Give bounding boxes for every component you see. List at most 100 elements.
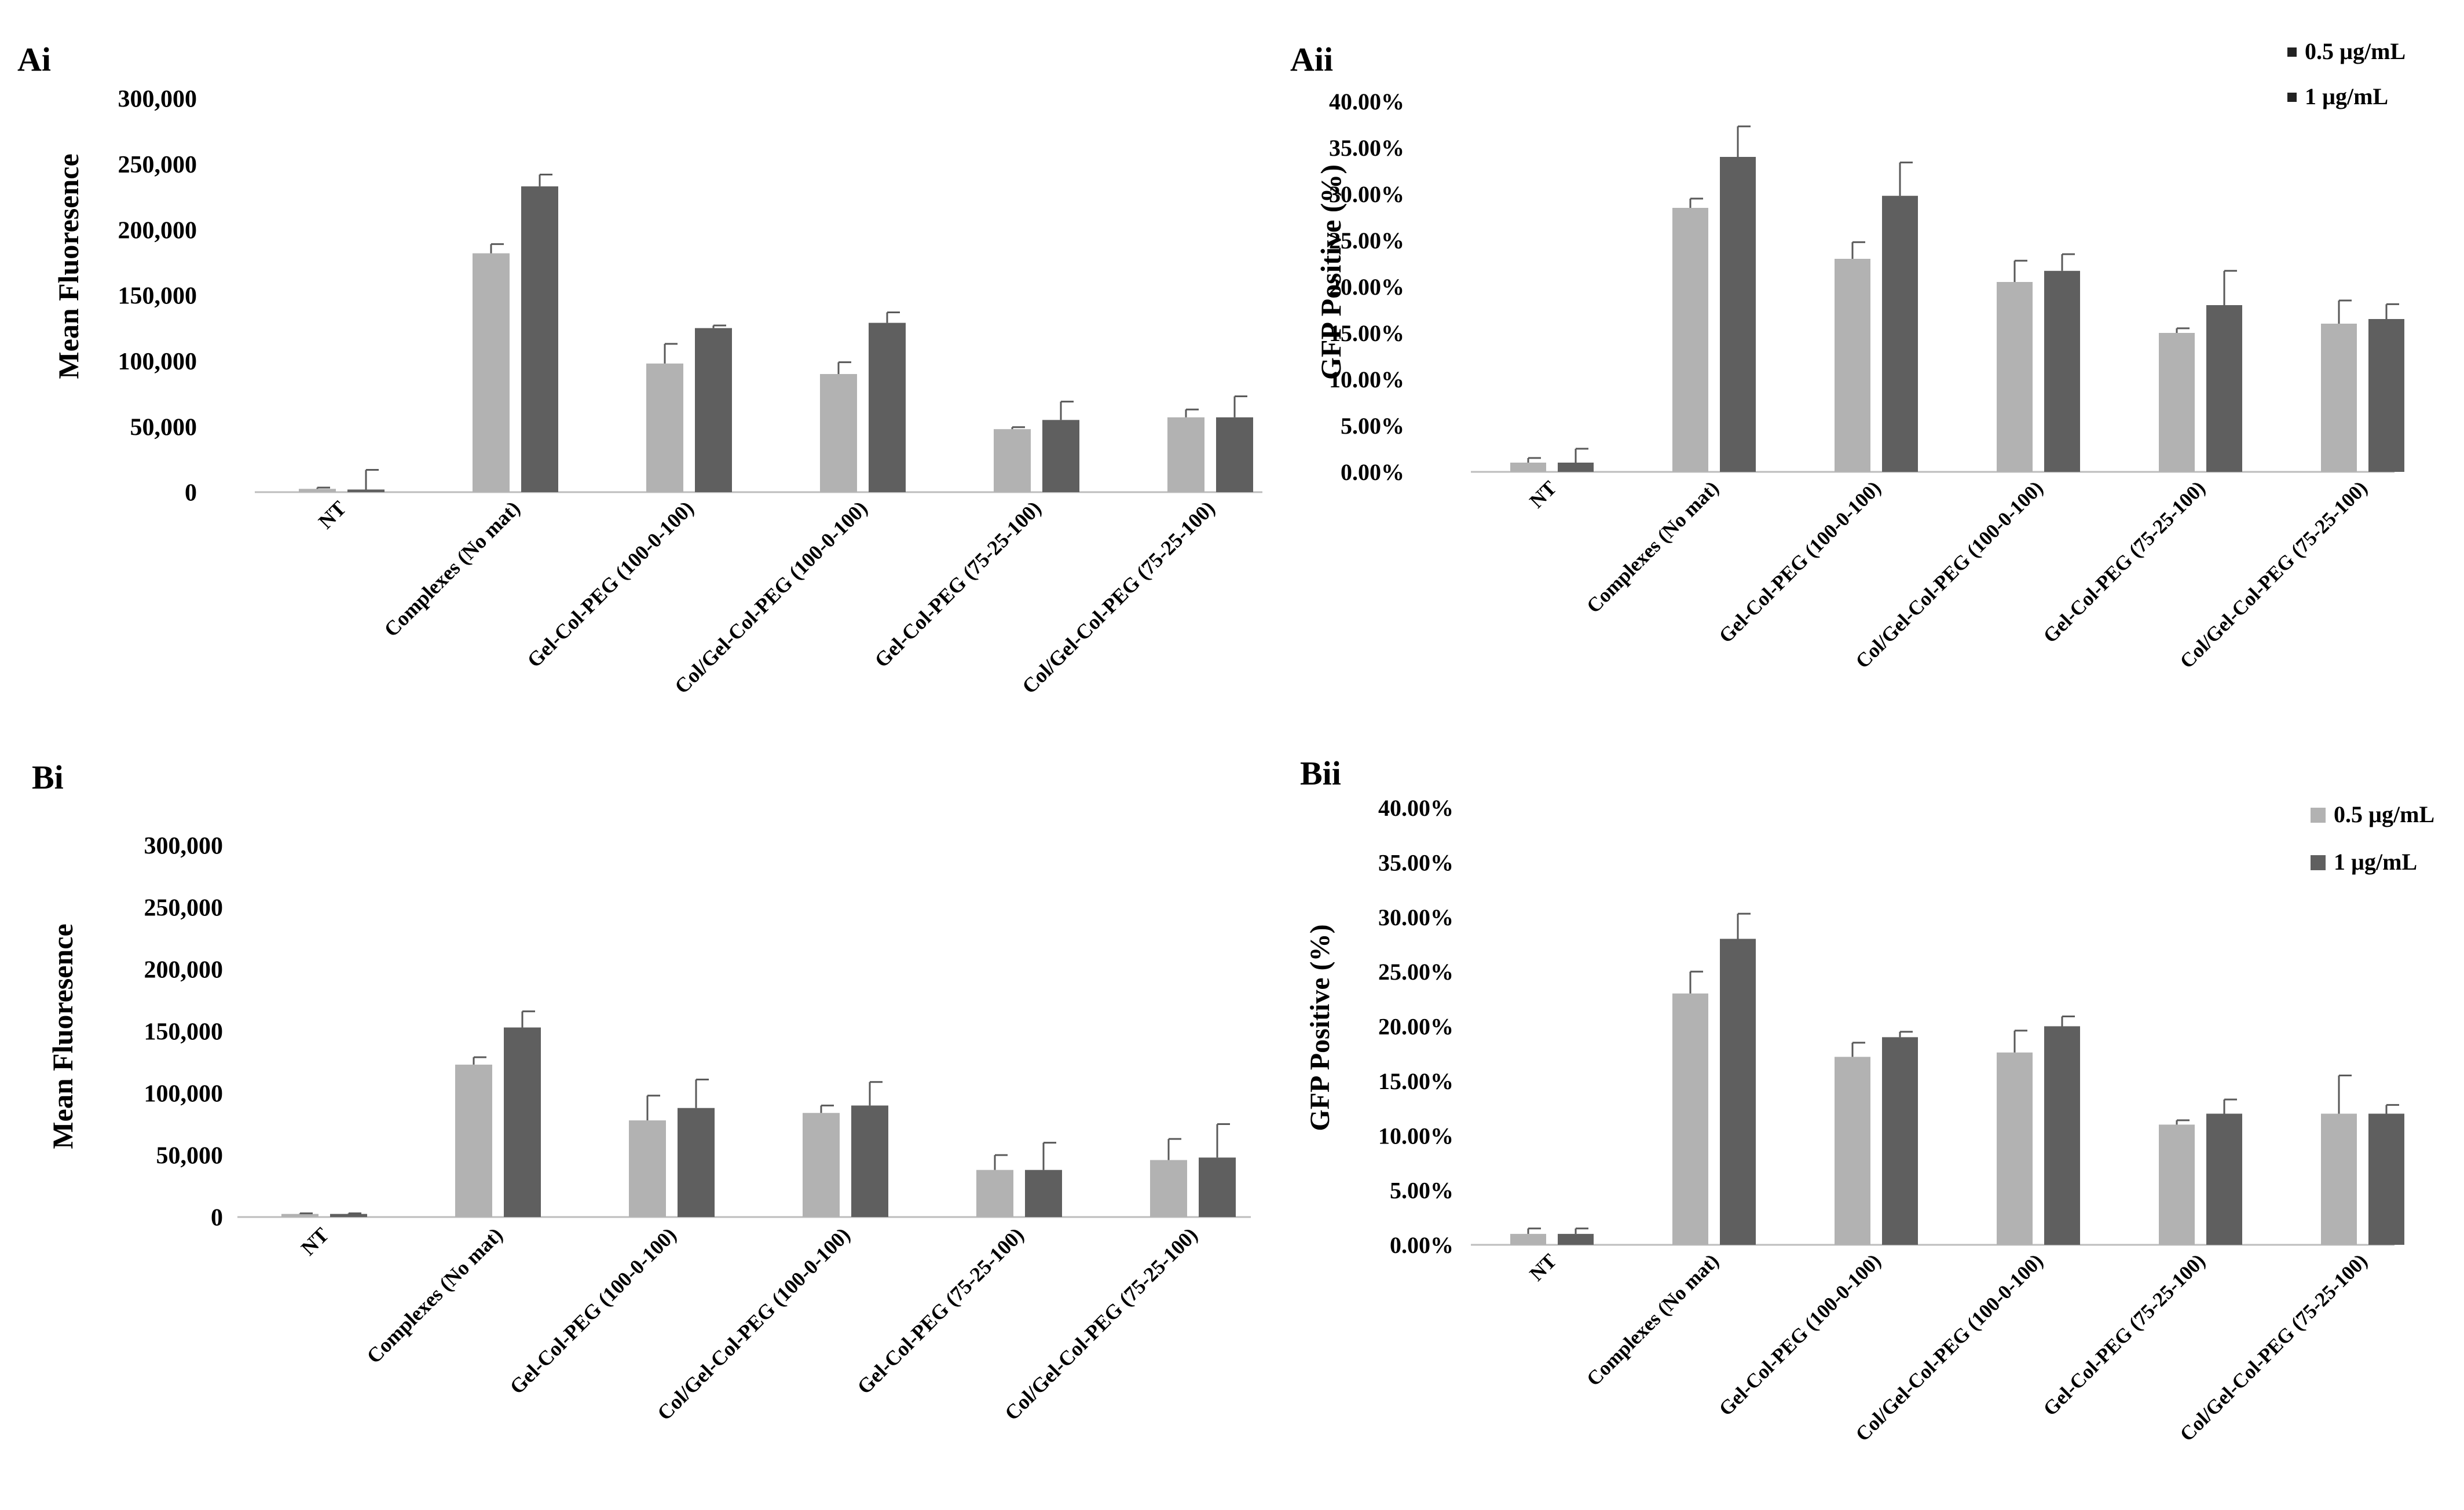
x-tick-label: Gel-Col-PEG (75-25-100) xyxy=(870,496,1045,672)
bar-dark xyxy=(2044,1026,2080,1245)
bar-light xyxy=(2321,1113,2357,1245)
y-axis-title: GFP Positive (%) xyxy=(1305,924,1335,1131)
bar-dark xyxy=(1882,196,1918,472)
legend-label: 0.5 µg/mL xyxy=(2334,801,2434,827)
y-tick-label: 200,000 xyxy=(144,957,224,984)
x-tick-label: Gel-Col-PEG (100-0-100) xyxy=(522,496,698,672)
y-tick-label: 25.00% xyxy=(1378,959,1453,985)
y-tick-label: 100,000 xyxy=(118,349,197,375)
bar-light xyxy=(1672,993,1708,1245)
x-tick-label: NT xyxy=(1525,477,1561,512)
x-tick-label: Complexes (No mat) xyxy=(1582,1249,1723,1390)
y-tick-label: 250,000 xyxy=(144,895,224,922)
chart-panel-aii: Aii GFP Positive (%) 0.00% 5.00% 10.00% 15.00… xyxy=(1290,38,2406,673)
x-tick-label: Col/Gel-Col-PEG (100-0-100) xyxy=(670,496,872,698)
bar-dark xyxy=(1042,420,1079,492)
y-tick-label: 200,000 xyxy=(118,217,197,244)
bar-dark xyxy=(869,322,906,492)
bar-dark xyxy=(1882,1037,1918,1245)
legend-label: 1 µg/mL xyxy=(2305,83,2388,109)
bar-dark xyxy=(2368,319,2404,472)
y-tick-label: 0 xyxy=(185,480,197,507)
legend-label: 0.5 µg/mL xyxy=(2305,38,2406,64)
y-axis-title: GFP Positive (%) xyxy=(1315,164,1347,380)
y-tick-label: 5.00% xyxy=(1341,413,1404,439)
bar-dark xyxy=(521,186,558,492)
y-tick-label: 150,000 xyxy=(118,283,197,310)
x-tick-label: Gel-Col-PEG (100-0-100) xyxy=(505,1223,680,1398)
x-tick-label: Complexes (No mat) xyxy=(379,496,524,641)
bar-dark xyxy=(851,1105,888,1217)
y-tick-label: 0.00% xyxy=(1341,459,1404,485)
legend-swatch xyxy=(2287,47,2297,57)
bar-light xyxy=(473,253,510,492)
bar-light xyxy=(1997,1052,2033,1245)
bar-dark xyxy=(1199,1157,1236,1217)
x-tick-label: NT xyxy=(296,1223,334,1260)
y-tick-label: 10.00% xyxy=(1378,1123,1453,1149)
bar-dark xyxy=(2368,1113,2404,1245)
y-tick-label: 0 xyxy=(211,1205,223,1232)
bar-light xyxy=(299,489,336,492)
x-tick-label: NT xyxy=(1525,1249,1561,1285)
bar-light xyxy=(1835,259,1870,472)
y-tick-label: 30.00% xyxy=(1329,181,1404,207)
y-tick-label: 50,000 xyxy=(156,1143,224,1170)
bar-light xyxy=(281,1214,318,1217)
legend-swatch xyxy=(2311,808,2326,823)
bar-light xyxy=(820,374,857,492)
x-tick-label: Col/Gel-Col-PEG (100-0-100) xyxy=(1851,1249,2048,1446)
bar-dark xyxy=(2206,1113,2242,1245)
x-tick-label: Col/Gel-Col-PEG (100-0-100) xyxy=(1851,477,2048,673)
bar-light xyxy=(1997,282,2033,472)
y-tick-label: 250,000 xyxy=(118,152,197,178)
bar-dark xyxy=(2206,305,2242,472)
y-tick-label: 30.00% xyxy=(1378,904,1453,930)
y-tick-label: 300,000 xyxy=(118,86,197,113)
chart-panel-bi: Bi Mean Fluoresence 0 50,000 100,000 150,000 2… xyxy=(32,758,1251,1425)
x-tick-label: Col/Gel-Col-PEG (75-25-100) xyxy=(2176,1249,2372,1446)
bar-dark xyxy=(1720,157,1756,472)
y-tick-label: 15.00% xyxy=(1378,1068,1453,1094)
legend-swatch xyxy=(2311,855,2326,870)
bar-dark xyxy=(678,1108,715,1217)
bar-light xyxy=(1672,208,1708,472)
chart-panel-ai: Ai Mean Fluoresence 0 50,000 100,000 150,000 2… xyxy=(17,41,1262,698)
x-tick-label: Col/Gel-Col-PEG (75-25-100) xyxy=(1000,1223,1202,1425)
y-tick-label: 0.00% xyxy=(1390,1232,1453,1258)
y-tick-label: 5.00% xyxy=(1390,1178,1453,1204)
panel-label: Aii xyxy=(1290,41,1333,78)
panel-label: Ai xyxy=(17,41,51,78)
x-tick-label: Complexes (No mat) xyxy=(1582,477,1723,617)
bar-light xyxy=(2321,324,2357,472)
bar-light xyxy=(1167,417,1204,492)
bar-dark xyxy=(2044,270,2080,472)
y-tick-label: 20.00% xyxy=(1378,1014,1453,1040)
bar-dark xyxy=(330,1214,367,1217)
x-tick-label: Gel-Col-PEG (75-25-100) xyxy=(2039,477,2210,647)
bar-light xyxy=(2159,1124,2195,1245)
bar-dark xyxy=(1216,417,1253,492)
y-tick-label: 150,000 xyxy=(144,1019,224,1046)
y-tick-label: 40.00% xyxy=(1378,795,1453,821)
x-tick-label: Gel-Col-PEG (100-0-100) xyxy=(1715,1249,1885,1420)
y-axis-title: Mean Fluoresence xyxy=(52,153,85,379)
x-tick-label: Col/Gel-Col-PEG (75-25-100) xyxy=(2176,477,2372,673)
y-tick-label: 25.00% xyxy=(1329,228,1404,254)
bar-light xyxy=(629,1120,666,1217)
y-tick-label: 10.00% xyxy=(1329,366,1404,393)
bar-light xyxy=(803,1113,840,1217)
y-tick-label: 50,000 xyxy=(130,414,197,441)
y-tick-label: 35.00% xyxy=(1378,849,1453,875)
bar-light xyxy=(455,1064,492,1217)
panel-label: Bi xyxy=(32,758,64,796)
x-tick-label: Col/Gel-Col-PEG (100-0-100) xyxy=(653,1223,855,1425)
bar-dark xyxy=(1558,463,1594,472)
bar-light xyxy=(646,363,683,492)
bar-dark xyxy=(1720,939,1756,1245)
bar-light xyxy=(1150,1160,1187,1217)
bar-dark xyxy=(504,1027,541,1217)
bar-light xyxy=(1510,463,1546,472)
y-tick-label: 300,000 xyxy=(144,833,224,860)
